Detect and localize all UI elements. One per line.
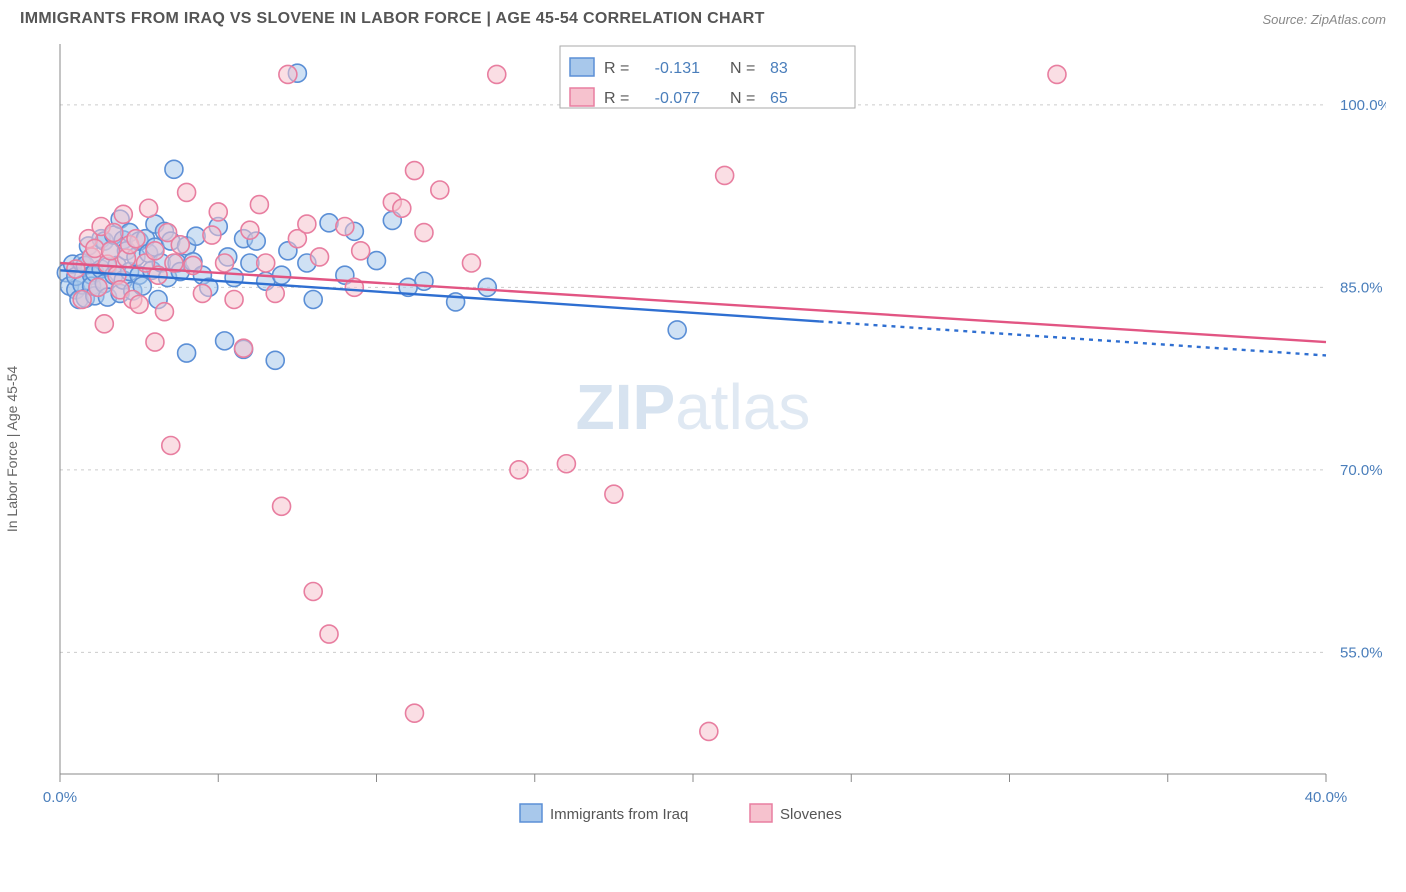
legend-swatch-slovenes (750, 804, 772, 822)
stats-swatch-iraq (570, 58, 594, 76)
scatter-point-slovenes (146, 242, 164, 260)
legend-swatch-iraq (520, 804, 542, 822)
scatter-point-slovenes (171, 236, 189, 254)
stats-r-label: R = (604, 60, 629, 77)
stats-n-label: N = (730, 90, 755, 107)
stats-r-value-iraq: -0.131 (655, 60, 700, 77)
scatter-point-slovenes (193, 284, 211, 302)
scatter-point-slovenes (488, 65, 506, 83)
correlation-chart: 55.0% 70.0% 85.0% 100.0% ZIPatlas 0.0% 40.0% R … (20, 34, 1386, 864)
scatter-point-slovenes (216, 254, 234, 272)
scatter-point-slovenes (235, 339, 253, 357)
y-tick-label: 55.0% (1340, 644, 1383, 661)
scatter-point-slovenes (415, 224, 433, 242)
stats-r-value-slovenes: -0.077 (655, 90, 700, 107)
scatter-point-slovenes (105, 224, 123, 242)
scatter-point-iraq (178, 344, 196, 362)
watermark: ZIPatlas (576, 371, 811, 443)
scatter-point-iraq (668, 321, 686, 339)
y-tick-label: 100.0% (1340, 97, 1386, 114)
title-bar: IMMIGRANTS FROM IRAQ VS SLOVENE IN LABOR… (0, 0, 1406, 34)
stats-n-label: N = (730, 60, 755, 77)
scatter-point-slovenes (273, 497, 291, 515)
scatter-point-slovenes (304, 583, 322, 601)
scatter-point-slovenes (336, 218, 354, 236)
y-tick-label: 85.0% (1340, 279, 1383, 296)
scatter-point-iraq (216, 332, 234, 350)
scatter-point-slovenes (1048, 65, 1066, 83)
legend-label-iraq: Immigrants from Iraq (550, 806, 688, 823)
scatter-point-slovenes (225, 291, 243, 309)
scatter-point-slovenes (130, 295, 148, 313)
legend-label-slovenes: Slovenes (780, 806, 842, 823)
y-axis-title: In Labor Force | Age 45-54 (4, 366, 20, 532)
scatter-point-slovenes (298, 215, 316, 233)
scatter-point-slovenes (431, 181, 449, 199)
x-tick-label: 40.0% (1305, 789, 1348, 806)
scatter-point-slovenes (557, 455, 575, 473)
chart-title: IMMIGRANTS FROM IRAQ VS SLOVENE IN LABOR… (20, 10, 765, 28)
stats-r-label: R = (604, 90, 629, 107)
scatter-point-iraq (266, 351, 284, 369)
stats-swatch-slovenes (570, 88, 594, 106)
scatter-point-slovenes (114, 205, 132, 223)
scatter-point-iraq (320, 214, 338, 232)
scatter-point-slovenes (405, 704, 423, 722)
scatter-point-slovenes (510, 461, 528, 479)
scatter-point-slovenes (250, 196, 268, 214)
scatter-point-slovenes (209, 203, 227, 221)
scatter-point-slovenes (73, 291, 91, 309)
scatter-point-slovenes (405, 162, 423, 180)
scatter-point-slovenes (605, 485, 623, 503)
stats-n-value-slovenes: 65 (770, 90, 788, 107)
scatter-point-slovenes (266, 284, 284, 302)
scatter-point-iraq (273, 266, 291, 284)
stats-n-value-iraq: 83 (770, 60, 788, 77)
scatter-point-slovenes (700, 722, 718, 740)
x-tick-label: 0.0% (43, 789, 77, 806)
scatter-point-slovenes (279, 65, 297, 83)
scatter-point-iraq (368, 252, 386, 270)
chart-wrap: In Labor Force | Age 45-54 55.0%70.0%85.… (20, 34, 1386, 864)
y-tick-label: 70.0% (1340, 462, 1383, 479)
scatter-point-slovenes (146, 333, 164, 351)
scatter-point-slovenes (95, 315, 113, 333)
scatter-point-slovenes (352, 242, 370, 260)
scatter-point-iraq (165, 160, 183, 178)
scatter-point-slovenes (393, 199, 411, 217)
scatter-point-slovenes (311, 248, 329, 266)
scatter-point-slovenes (178, 183, 196, 201)
scatter-point-slovenes (155, 303, 173, 321)
scatter-point-slovenes (127, 230, 145, 248)
scatter-point-slovenes (86, 239, 104, 257)
scatter-point-slovenes (257, 254, 275, 272)
scatter-point-slovenes (89, 278, 107, 296)
trend-line-slovenes (60, 263, 1326, 342)
scatter-point-iraq (304, 291, 322, 309)
scatter-point-slovenes (203, 226, 221, 244)
scatter-point-slovenes (241, 221, 259, 239)
scatter-point-slovenes (320, 625, 338, 643)
scatter-point-slovenes (462, 254, 480, 272)
scatter-point-slovenes (140, 199, 158, 217)
scatter-point-slovenes (716, 166, 734, 184)
scatter-point-iraq (415, 272, 433, 290)
scatter-point-slovenes (162, 437, 180, 455)
source-label: Source: ZipAtlas.com (1262, 12, 1386, 27)
scatter-point-iraq (478, 278, 496, 296)
